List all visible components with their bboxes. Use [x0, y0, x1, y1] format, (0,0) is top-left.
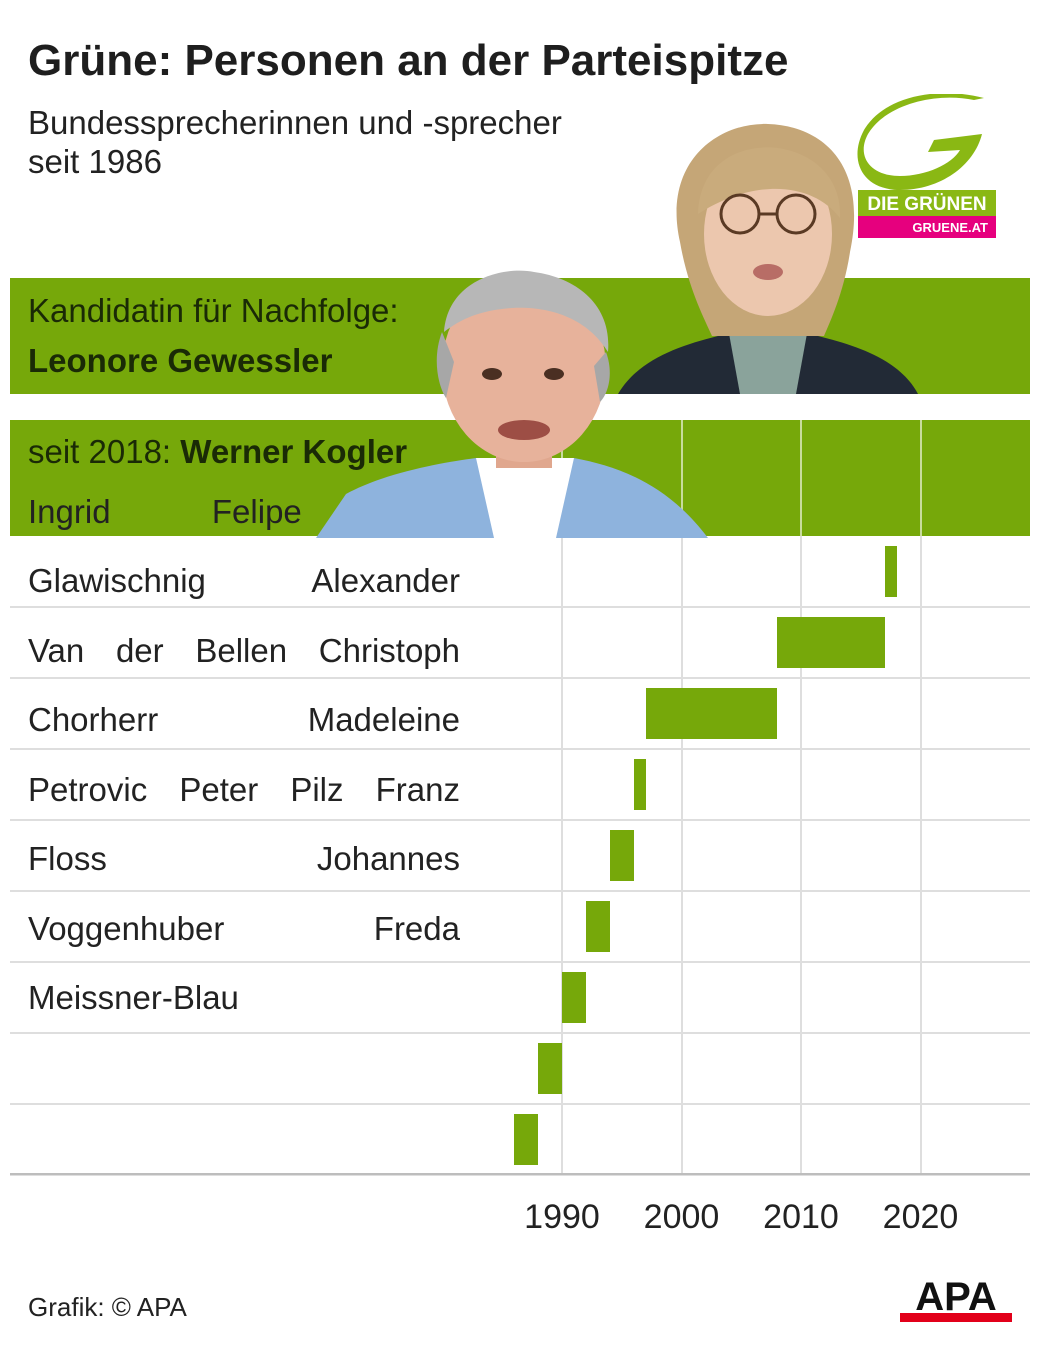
timeline-bar — [645, 688, 778, 739]
footer-credit: Grafik: © APA — [28, 1292, 187, 1322]
row-separator — [10, 819, 1030, 821]
timeline-bar — [609, 830, 634, 881]
subtitle-line-1: Bundessprecherinnen und -sprecher — [28, 104, 562, 141]
vertical-gridline — [800, 536, 802, 1173]
row-label-word: Chorherr — [28, 701, 159, 738]
apa-logo-text: APA — [915, 1276, 996, 1319]
timeline-bar — [884, 546, 897, 597]
row-label-word: Glawischnig — [28, 562, 206, 599]
row-label-word: Johannes — [316, 840, 460, 877]
row-label: Voggenhuber Freda — [28, 910, 460, 950]
row-label-word: Felipe — [211, 493, 302, 530]
successor-label: Kandidatin für Nachfolge: — [28, 292, 399, 329]
subtitle-line-2: seit 1986 — [28, 143, 162, 180]
timeline-bar — [538, 1043, 562, 1094]
current-chair-name: Werner Kogler — [180, 433, 408, 470]
row-separator — [10, 748, 1030, 750]
x-tick-label: 2010 — [763, 1198, 839, 1236]
row-label-word: Petrovic — [28, 770, 148, 808]
x-tick-label: 1990 — [524, 1198, 600, 1236]
timeline-bar — [562, 972, 586, 1023]
timeline-bar — [777, 617, 885, 668]
gruene-url-band — [858, 216, 996, 238]
page-title: Grüne: Personen an der Parteispitze — [28, 36, 789, 85]
gruene-name-text: DIE GRÜNEN — [867, 194, 986, 215]
row-separator — [10, 677, 1030, 679]
row-label-word: Pilz — [290, 770, 344, 808]
row-label-word: Franz — [375, 770, 460, 808]
timeline-bar — [585, 901, 610, 952]
row-label-word: Alexander — [311, 562, 460, 599]
row-separator — [10, 1103, 1030, 1105]
row-label-word: Bellen — [195, 631, 288, 669]
vertical-gridline-band — [680, 420, 683, 536]
vertical-gridline-band — [919, 420, 922, 536]
vertical-gridline — [680, 536, 683, 1173]
row-separator — [10, 1032, 1030, 1034]
row-label: Chorherr Madeleine — [28, 701, 460, 741]
row-label-word: Peter — [179, 770, 259, 808]
gruene-logo: DIE GRÜNEN GRUENE.AT — [857, 94, 996, 238]
vertical-gridline — [919, 536, 922, 1173]
vertical-gridline-band — [800, 420, 802, 536]
row-label: Meissner-Blau — [28, 979, 460, 1019]
row-label-word: Floss — [28, 840, 107, 877]
kogler-portrait-photo — [316, 270, 708, 538]
timeline-bar — [633, 759, 646, 810]
row-separator — [10, 890, 1030, 892]
gruene-url-text: GRUENE.AT — [912, 220, 988, 235]
row-separator — [10, 606, 1030, 608]
row-label-word: Voggenhuber — [28, 909, 225, 947]
row-label-word: Ingrid — [28, 493, 111, 530]
row-label: Petrovic Peter Pilz Franz — [28, 771, 460, 811]
row-separator — [10, 961, 1030, 963]
current-chair-text: seit 2018: Werner Kogler — [28, 433, 407, 471]
vertical-gridline — [561, 536, 563, 1173]
row-label-word: Christoph — [318, 631, 460, 669]
gruene-swoosh-icon — [857, 94, 984, 190]
row-label-word: Meissner-Blau — [28, 979, 239, 1016]
timeline-bar — [514, 1114, 539, 1165]
row-label: Van der Bellen Christoph — [28, 632, 460, 672]
successor-name: Leonore Gewessler — [28, 342, 333, 379]
row-label: Floss Johannes — [28, 840, 460, 880]
row-label-word: Freda — [373, 909, 460, 947]
gruene-name-band — [858, 190, 996, 216]
gewessler-portrait-photo — [618, 123, 918, 394]
x-axis-baseline — [10, 1173, 1030, 1175]
row-label-word: Madeleine — [307, 701, 460, 738]
row-separator — [10, 1174, 1030, 1176]
apa-logo: APA — [900, 1276, 1012, 1322]
row-label-word: Van — [28, 631, 85, 669]
row-label: Glawischnig Alexander — [28, 562, 460, 602]
x-tick-label: 2020 — [882, 1198, 959, 1236]
current-chair-prefix: seit 2018: — [28, 433, 172, 470]
x-tick-label: 2000 — [643, 1198, 720, 1236]
row-label-word: der — [115, 631, 164, 669]
